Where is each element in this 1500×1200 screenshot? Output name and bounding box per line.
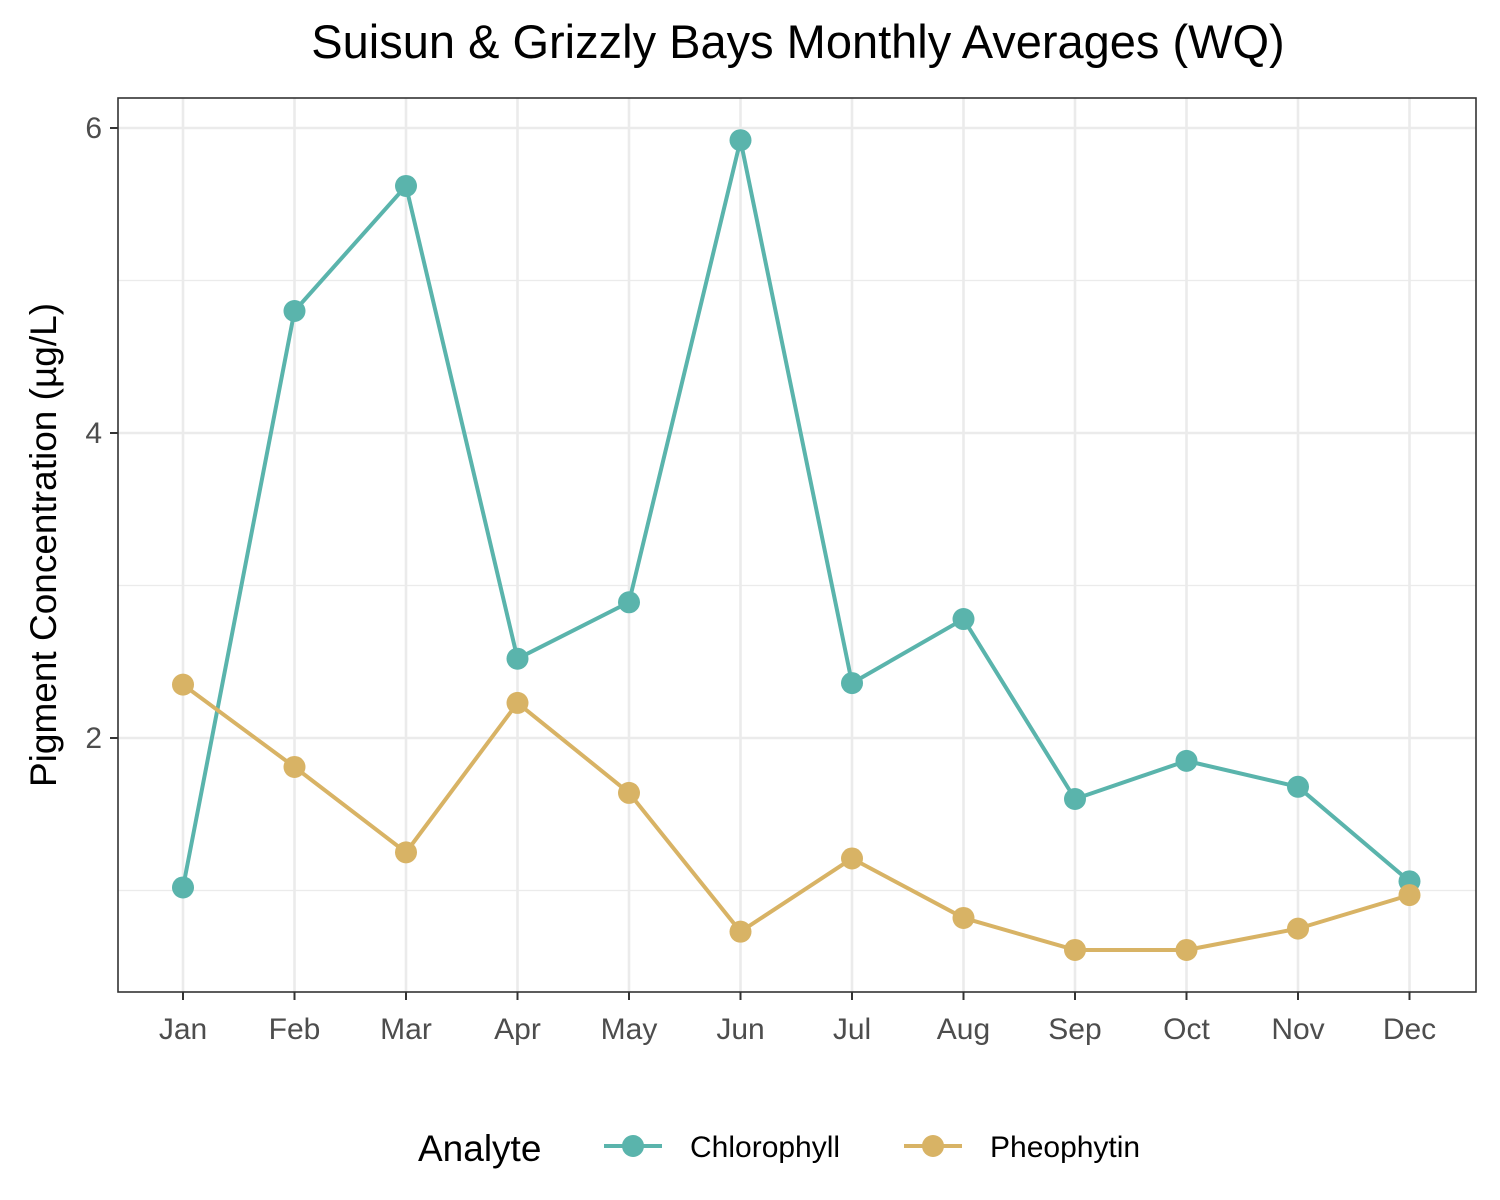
pheophytin-point-apr bbox=[506, 691, 529, 714]
pheophytin-point-mar bbox=[395, 841, 417, 864]
pheophytin-point-sep bbox=[1064, 938, 1086, 961]
chart-title: Suisun & Grizzly Bays Monthly Averages (… bbox=[311, 15, 1285, 68]
legend-item-chlorophyll: Chlorophyll bbox=[604, 1131, 840, 1164]
chlorophyll-line bbox=[181, 138, 1411, 888]
x-tick-label: Jan bbox=[159, 1013, 207, 1046]
plot-border bbox=[117, 97, 1477, 993]
chlorophyll-point-jun bbox=[729, 129, 752, 152]
legend-label-chlorophyll: Chlorophyll bbox=[690, 1131, 840, 1164]
x-axis: Jan Feb Mar Apr May Jun Jul Aug Sep Oct Nov Dec bbox=[159, 992, 1436, 1046]
plot-background bbox=[118, 98, 1476, 992]
chlorophyll-point-jul bbox=[841, 672, 863, 695]
x-tick-label: Oct bbox=[1163, 1013, 1210, 1046]
x-tick-label: Sep bbox=[1048, 1013, 1101, 1046]
pheophytin-point-jan bbox=[172, 673, 194, 696]
y-tick-label: 4 bbox=[85, 417, 102, 450]
legend-label-pheophytin: Pheophytin bbox=[990, 1131, 1140, 1164]
pheophytin-line bbox=[181, 683, 1411, 952]
x-tick-label: Jul bbox=[833, 1013, 871, 1046]
chlorophyll-point-feb bbox=[283, 300, 306, 322]
chlorophyll-point-mar bbox=[395, 174, 417, 197]
chlorophyll-point-nov bbox=[1287, 775, 1309, 798]
pheophytin-point-jun bbox=[729, 920, 752, 943]
chlorophyll-point-aug bbox=[952, 608, 975, 631]
series-points bbox=[172, 129, 1421, 961]
pheophytin-point-oct bbox=[1175, 938, 1198, 961]
series-lines bbox=[181, 138, 1411, 952]
y-tick-label: 2 bbox=[85, 722, 102, 755]
x-tick-label: Nov bbox=[1271, 1013, 1324, 1046]
legend-title: Analyte bbox=[418, 1128, 541, 1169]
pheophytin-point-feb bbox=[283, 755, 306, 778]
x-tick-label: May bbox=[601, 1013, 658, 1046]
legend: Analyte Chlorophyll Pheophytin bbox=[418, 1128, 1140, 1169]
legend-key-point-chlorophyll bbox=[622, 1135, 644, 1157]
legend-items: Chlorophyll Pheophytin bbox=[604, 1131, 1140, 1164]
chlorophyll-point-jan bbox=[172, 876, 194, 899]
legend-key-point-pheophytin bbox=[922, 1135, 944, 1157]
pheophytin-point-dec bbox=[1398, 884, 1421, 907]
major-gridlines bbox=[118, 98, 1476, 992]
y-axis: 2 4 6 bbox=[85, 112, 118, 755]
pheophytin-point-may bbox=[618, 781, 640, 804]
chlorophyll-point-may bbox=[618, 591, 640, 614]
chlorophyll-point-oct bbox=[1175, 749, 1198, 772]
x-tick-label: Feb bbox=[269, 1013, 321, 1046]
legend-item-pheophytin: Pheophytin bbox=[904, 1131, 1140, 1164]
x-tick-label: Jun bbox=[716, 1013, 764, 1046]
chlorophyll-point-apr bbox=[506, 647, 529, 670]
pheophytin-point-nov bbox=[1287, 917, 1309, 940]
minor-gridlines bbox=[118, 279, 1476, 892]
x-tick-label: Mar bbox=[380, 1013, 432, 1046]
x-tick-label: Apr bbox=[494, 1013, 541, 1046]
x-tick-label: Aug bbox=[937, 1013, 990, 1046]
y-tick-label: 6 bbox=[85, 112, 102, 145]
chlorophyll-point-sep bbox=[1064, 788, 1086, 810]
x-tick-label: Dec bbox=[1383, 1013, 1436, 1046]
y-axis-title: Pigment Concentration (µg/L) bbox=[23, 303, 64, 787]
pheophytin-point-jul bbox=[841, 847, 863, 870]
pheophytin-point-aug bbox=[952, 906, 975, 929]
